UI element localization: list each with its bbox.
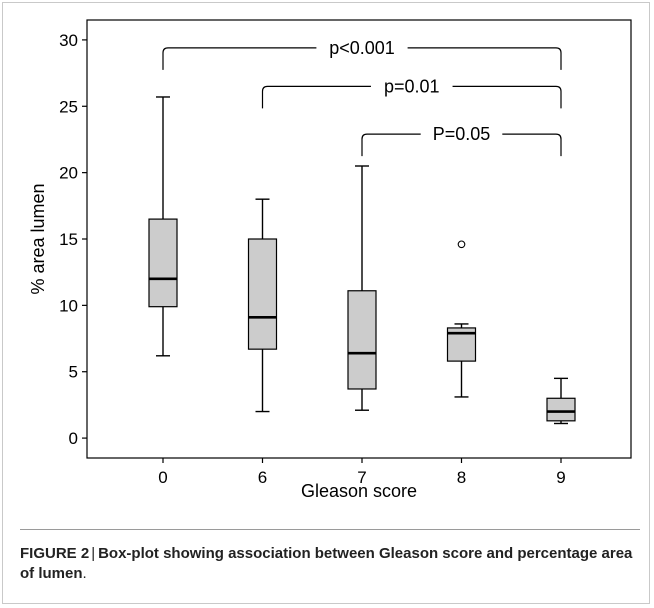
box-iqr — [546, 397, 576, 422]
figure-caption: FIGURE 2 | Box-plot showing association be… — [20, 544, 640, 584]
significance-label: P=0.05 — [433, 124, 491, 144]
caption-separator: | — [91, 545, 96, 562]
caption-title: Box-plot showing association between Gle… — [20, 545, 633, 582]
y-tick-label: 25 — [59, 97, 78, 116]
x-tick-label: 7 — [357, 468, 366, 487]
significance-bracket-right — [407, 47, 562, 70]
x-tick-label: 9 — [556, 468, 565, 487]
y-tick-label: 30 — [59, 31, 78, 50]
significance-bracket-left — [361, 133, 421, 157]
y-tick-label: 0 — [69, 429, 78, 448]
caption-tail: . — [82, 565, 87, 582]
caption-figure-label: FIGURE 2 — [20, 545, 90, 562]
caption-divider — [20, 529, 640, 530]
x-tick-label: 0 — [158, 468, 167, 487]
box-iqr — [247, 238, 278, 350]
box-iqr — [148, 218, 178, 308]
significance-bracket-right — [452, 85, 562, 109]
box-plot-chart: 0 5 10 15 20 25 30 0 6 7 8 9 Gleason score % area lum… — [28, 19, 632, 501]
significance-bracket-left — [162, 47, 317, 70]
significance-label: p=0.01 — [384, 76, 440, 96]
x-tick-label: 8 — [457, 468, 466, 487]
y-tick-label: 20 — [59, 164, 78, 183]
box-iqr — [347, 290, 377, 390]
y-axis-title: % area lumen — [28, 183, 48, 294]
y-tick-label: 15 — [59, 230, 78, 249]
significance-bracket-left — [261, 85, 371, 109]
significance-label: p<0.001 — [329, 38, 395, 58]
y-tick-label: 10 — [59, 296, 78, 315]
outlier-point — [457, 240, 466, 249]
x-tick-label: 6 — [258, 468, 267, 487]
significance-bracket-right — [502, 133, 562, 157]
y-tick-label: 5 — [69, 363, 78, 382]
x-axis-title: Gleason score — [301, 481, 417, 501]
